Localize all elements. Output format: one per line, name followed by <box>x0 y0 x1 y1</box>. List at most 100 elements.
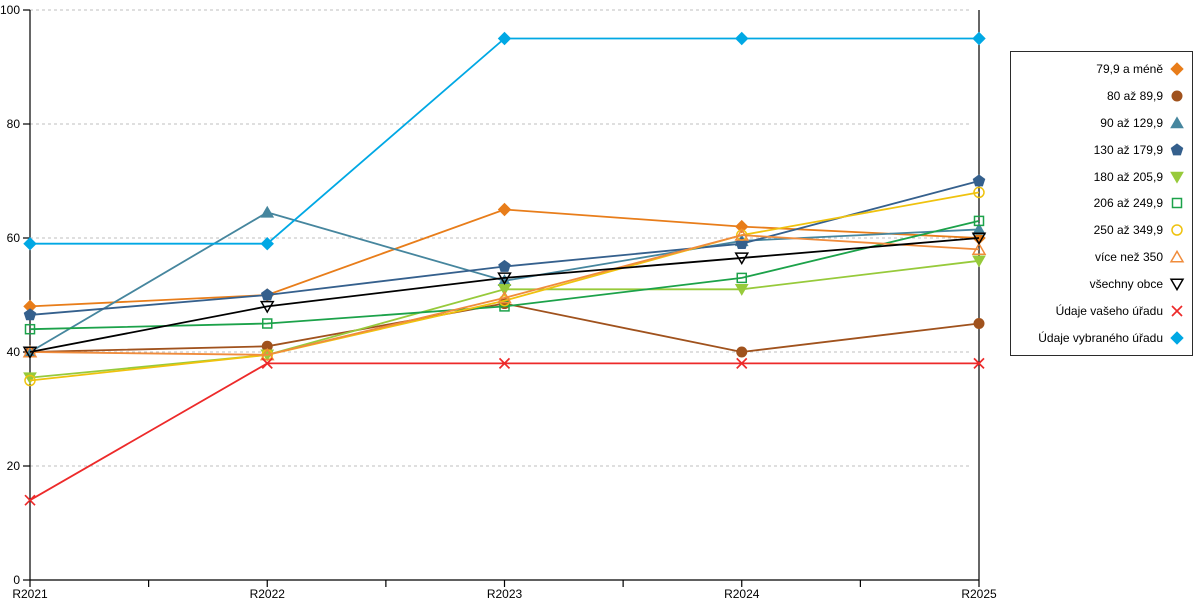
data-point <box>736 272 747 284</box>
data-point <box>497 202 512 217</box>
data-point <box>973 215 985 227</box>
legend-marker <box>1170 143 1184 156</box>
circle-marker-icon <box>973 186 985 199</box>
triangle-down-marker-icon <box>1170 171 1184 184</box>
legend-marker <box>1169 278 1185 292</box>
legend-marker <box>1169 249 1185 263</box>
y-axis-tick-label: 20 <box>7 459 21 473</box>
x-axis-tick-label: R2023 <box>487 587 523 600</box>
square-marker-icon <box>262 318 273 329</box>
legend-marker <box>1170 116 1184 129</box>
circle-marker-icon <box>1171 90 1183 102</box>
triangle-down-marker-icon <box>22 346 38 360</box>
legend-item: 250 až 349,9 <box>1015 217 1185 243</box>
y-axis-tick-label: 80 <box>7 117 21 131</box>
circle-marker-icon <box>24 374 36 387</box>
data-point <box>24 494 36 506</box>
series-line <box>29 191 980 382</box>
pentagon-marker-icon <box>498 259 511 272</box>
data-point <box>499 301 510 312</box>
data-point <box>972 31 986 46</box>
series-line <box>29 362 979 501</box>
legend-item: 80 až 89,9 <box>1015 83 1185 109</box>
legend-item-label: Údaje vybraného úřadu <box>1038 330 1163 345</box>
legend-item: 206 až 249,9 <box>1015 190 1185 216</box>
legend-item: více než 350 <box>1015 244 1185 270</box>
data-point <box>24 374 36 387</box>
square-marker-icon <box>499 301 510 312</box>
triangle-up-marker-icon <box>734 228 750 241</box>
pentagon-marker-icon <box>260 288 274 301</box>
data-point <box>261 357 273 370</box>
triangle-down-marker-icon <box>23 372 37 385</box>
diamond-marker-icon <box>1170 330 1184 345</box>
legend-marker <box>1171 305 1183 317</box>
data-point <box>971 242 987 255</box>
legend-item-label: 80 až 89,9 <box>1106 89 1163 104</box>
square-marker-icon <box>1171 198 1183 209</box>
data-point <box>24 323 36 335</box>
data-point <box>260 288 274 301</box>
x-marker-icon <box>261 357 273 370</box>
x-marker-icon <box>1171 305 1183 317</box>
data-point <box>735 219 749 234</box>
series--daje-vybran-ho-adu <box>23 31 986 251</box>
data-point <box>736 357 748 370</box>
series-180-a-205-9 <box>23 255 986 385</box>
square-marker-icon <box>736 272 747 284</box>
legend-item: 90 až 129,9 <box>1015 110 1185 136</box>
x-marker-icon <box>736 357 748 370</box>
data-point <box>23 308 37 321</box>
series-79-9-a-m-n- <box>23 202 986 314</box>
x-marker-icon <box>973 357 985 370</box>
diamond-marker-icon <box>972 31 986 46</box>
data-point <box>259 347 275 361</box>
x-axis-tick-label: R2022 <box>250 587 286 600</box>
legend: 79,9 a méně 80 až 89,9 90 až 129,9 130 až 1… <box>1010 51 1193 356</box>
series-v-echny-obce <box>22 232 987 360</box>
pentagon-marker-icon <box>23 308 37 321</box>
series-90-a-129-9 <box>23 205 986 358</box>
diamond-marker-icon <box>23 236 37 251</box>
data-point <box>734 228 750 241</box>
y-axis-tick-label: 60 <box>7 231 21 245</box>
data-point <box>23 372 37 385</box>
data-point <box>23 236 37 251</box>
circle-marker-icon <box>1171 224 1183 237</box>
legend-marker <box>1171 224 1183 237</box>
x-axis-tick-label: R2024 <box>724 587 760 600</box>
triangle-up-marker-icon <box>971 242 987 255</box>
square-marker-icon <box>24 323 36 335</box>
diamond-marker-icon <box>1170 62 1184 77</box>
y-axis-tick-label: 100 <box>0 3 20 17</box>
x-marker-icon <box>24 494 36 506</box>
legend-item: 79,9 a méně <box>1015 56 1185 82</box>
triangle-down-marker-icon <box>259 300 275 314</box>
legend-item: 130 až 179,9 <box>1015 137 1185 163</box>
legend-item-label: 130 až 179,9 <box>1093 142 1163 157</box>
diamond-marker-icon <box>497 202 512 217</box>
legend-item-label: 79,9 a méně <box>1096 62 1163 77</box>
data-point <box>973 318 985 329</box>
legend-item-label: Údaje vašeho úřadu <box>1055 303 1163 318</box>
data-point <box>972 222 986 235</box>
legend-marker <box>1170 330 1184 345</box>
x-axis-tick-label: R2025 <box>961 587 997 600</box>
triangle-up-marker-icon <box>260 205 275 218</box>
circle-marker-icon <box>736 346 748 358</box>
diamond-marker-icon <box>497 31 512 46</box>
diamond-marker-icon <box>260 236 274 251</box>
triangle-up-marker-icon <box>259 347 275 361</box>
circle-marker-icon <box>973 318 985 329</box>
x-marker-icon <box>498 357 511 370</box>
series-130-a-179-9 <box>23 174 986 321</box>
legend-marker <box>1170 62 1184 77</box>
data-point <box>973 357 985 370</box>
data-point <box>497 290 512 304</box>
triangle-down-marker-icon <box>734 283 749 296</box>
y-axis-tick-label: 0 <box>13 573 20 587</box>
series-line <box>29 234 980 356</box>
legend-item-label: 206 až 249,9 <box>1093 196 1163 211</box>
